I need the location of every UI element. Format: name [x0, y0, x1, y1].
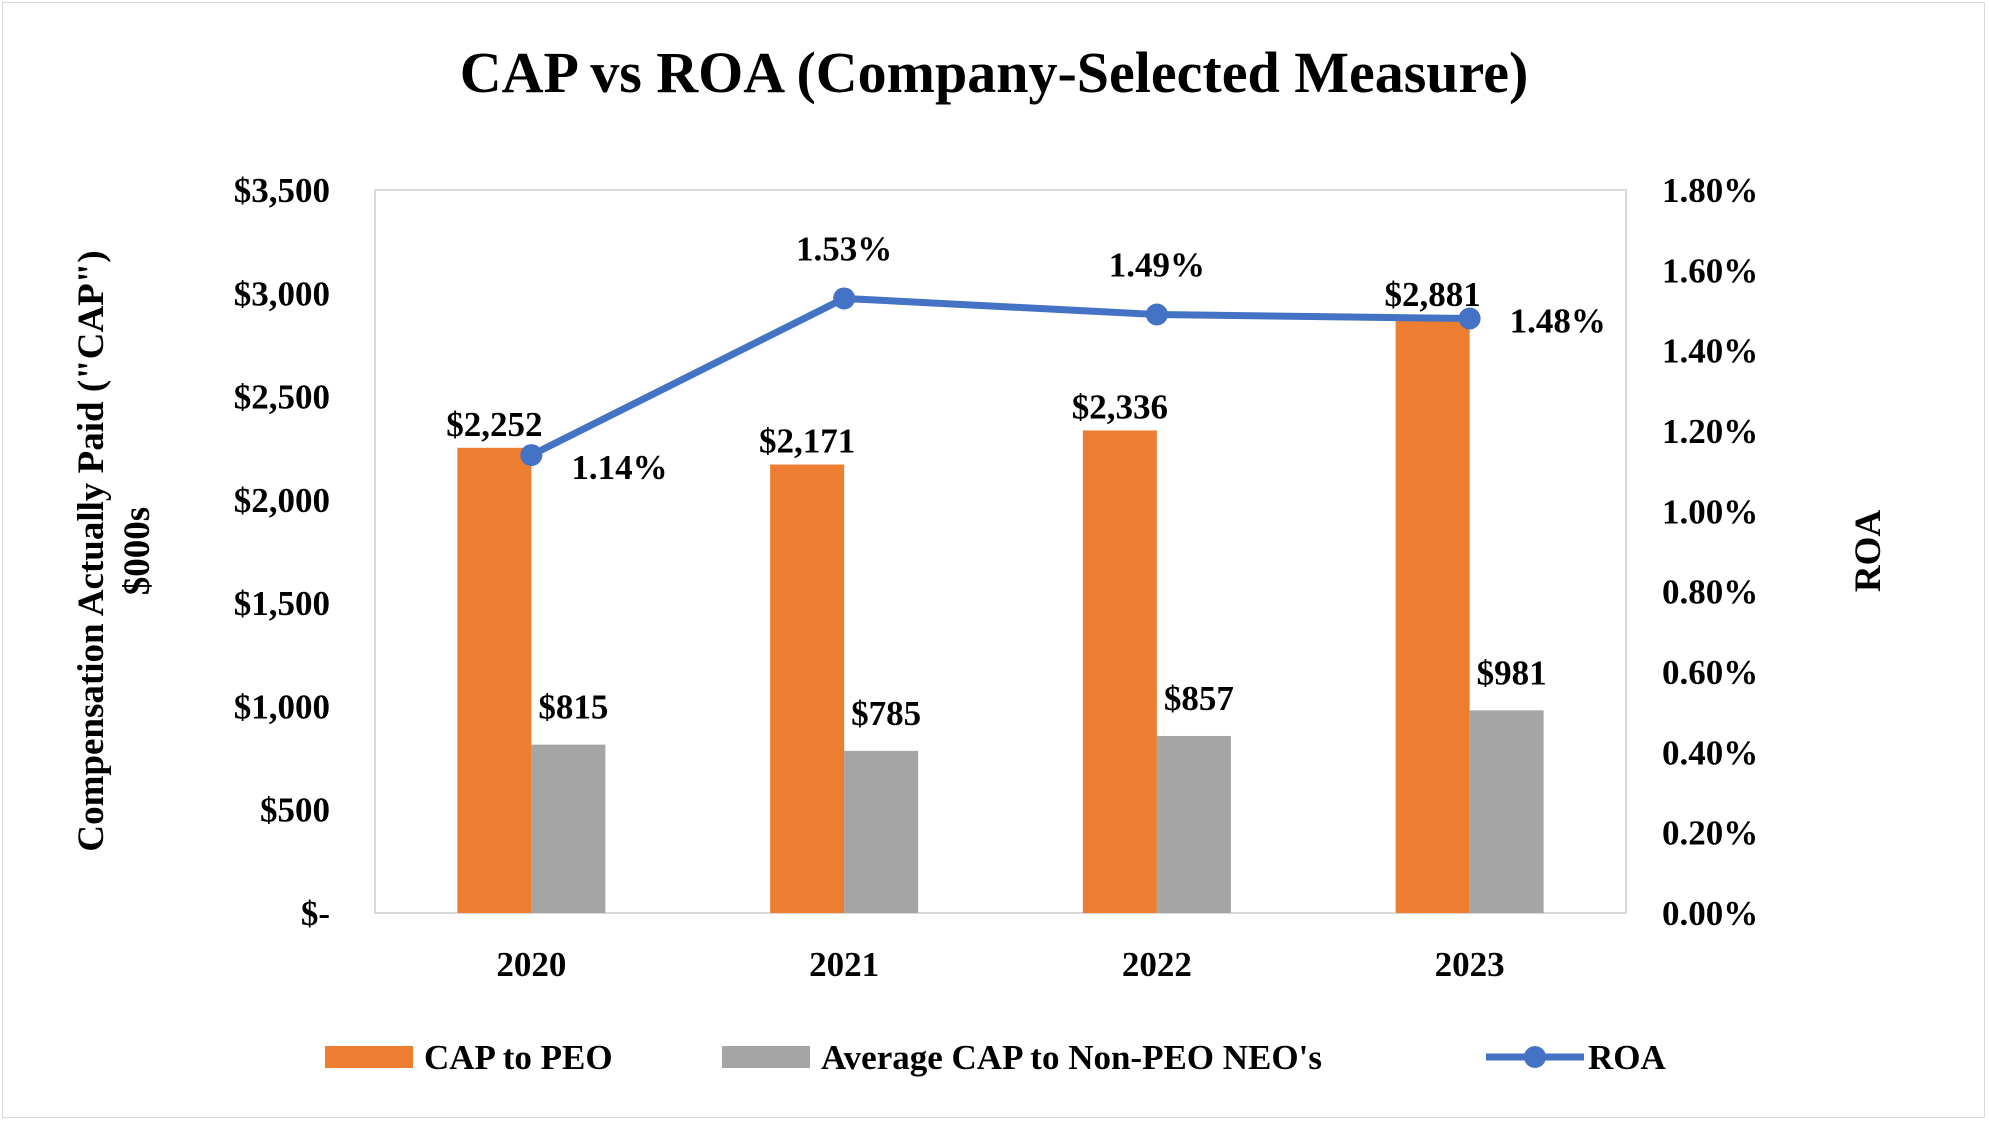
y-tick-label: $-	[301, 894, 330, 933]
bar-cap-peo	[770, 464, 845, 913]
data-label-cap-non-peo: $785	[851, 694, 921, 733]
legend-marker-roa	[1524, 1046, 1546, 1068]
y-tick-label: $3,000	[234, 274, 330, 313]
data-label-cap-non-peo: $981	[1477, 653, 1547, 692]
data-label-cap-peo: $2,881	[1385, 275, 1481, 314]
y-tick-label: $2,500	[234, 378, 330, 417]
legend-label-cap-non-peo: Average CAP to Non-PEO NEO's	[821, 1038, 1322, 1077]
x-tick-label: 2022	[1122, 945, 1192, 984]
legend-swatch-cap-peo	[325, 1046, 413, 1068]
legend-label-roa: ROA	[1588, 1038, 1667, 1077]
data-label-roa: 1.49%	[1109, 246, 1205, 285]
x-tick-label: 2021	[809, 945, 879, 984]
x-tick-label: 2020	[496, 945, 566, 984]
y-tick-label: $1,000	[234, 687, 330, 726]
y-tick-label: $1,500	[234, 584, 330, 623]
y2-tick-label: 0.40%	[1662, 733, 1758, 772]
chart-title: CAP vs ROA (Company-Selected Measure)	[460, 40, 1529, 105]
roa-point	[1145, 303, 1168, 326]
y2-tick-label: 1.00%	[1662, 492, 1758, 531]
roa-point	[520, 444, 543, 467]
data-label-cap-peo: $2,171	[759, 422, 855, 461]
y2-tick-label: 0.80%	[1662, 573, 1758, 612]
bar-cap-peo	[1082, 430, 1157, 913]
y2-tick-label: 0.00%	[1662, 894, 1758, 933]
data-label-cap-non-peo: $815	[538, 688, 608, 727]
y2-tick-label: 0.60%	[1662, 653, 1758, 692]
roa-line	[529, 294, 1470, 459]
y2-tick-label: 1.20%	[1662, 412, 1758, 451]
y-tick-label: $3,500	[234, 171, 330, 210]
data-label-cap-peo: $2,336	[1072, 387, 1168, 426]
y-axis-label-line2: $000s	[117, 507, 158, 595]
y2-axis-label: ROA	[1848, 510, 1889, 593]
data-label-roa: 1.14%	[571, 448, 667, 487]
x-tick-label: 2023	[1435, 945, 1505, 984]
y2-tick-label: 1.80%	[1662, 171, 1758, 210]
y2-tick-label: 1.60%	[1662, 251, 1758, 290]
y2-tick-label: 1.40%	[1662, 332, 1758, 371]
data-label-roa: 1.48%	[1510, 302, 1606, 341]
plot-area	[374, 189, 1627, 914]
data-label-cap-peo: $2,252	[446, 405, 542, 444]
bar-cap-peo	[1395, 317, 1470, 914]
data-label-cap-non-peo: $857	[1164, 679, 1234, 718]
data-label-roa: 1.53%	[796, 229, 892, 268]
bar-cap-non-peo	[1469, 710, 1544, 913]
bar-cap-peo	[457, 447, 532, 913]
y-tick-label: $2,000	[234, 481, 330, 520]
legend-label-cap-peo: CAP to PEO	[424, 1038, 613, 1077]
legend-swatch-cap-non-peo	[722, 1046, 810, 1068]
bar-cap-non-peo	[531, 744, 606, 913]
y2-tick-label: 0.20%	[1662, 814, 1758, 853]
bar-cap-non-peo	[1156, 735, 1231, 913]
roa-point	[833, 287, 856, 310]
bar-cap-non-peo	[844, 750, 919, 913]
y-axis-label-line1: Compensation Actually Paid ("CAP")	[71, 250, 112, 851]
y-tick-label: $500	[260, 791, 330, 830]
y-axis-label: Compensation Actually Paid ("CAP") $000s	[71, 250, 158, 851]
roa-point	[1458, 307, 1481, 330]
